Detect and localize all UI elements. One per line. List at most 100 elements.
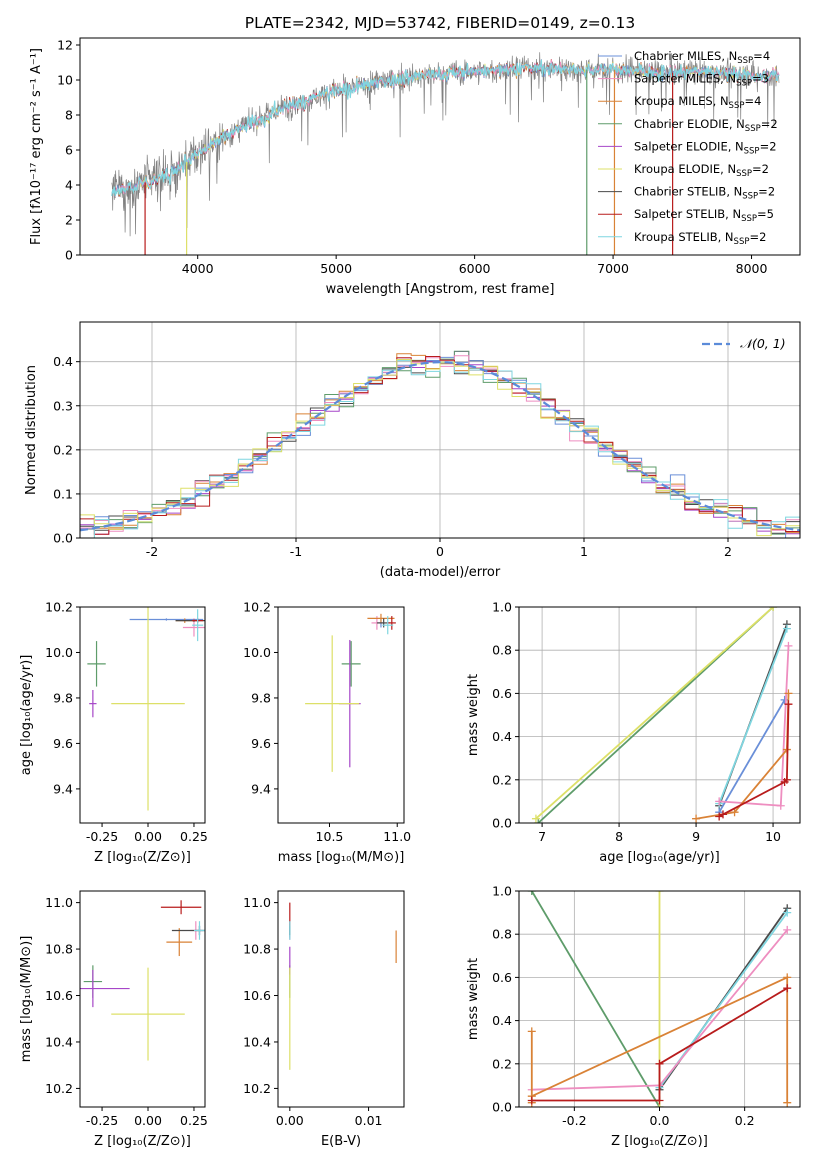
residual-histogram: 𝒩(0, 1) -2 -1 0 1 2 0.0 0.1 0.2 0.3 0.4 (data-model…: [24, 321, 801, 580]
weight-marker: [527, 1027, 536, 1036]
y-tick-label: 10.2: [243, 1081, 271, 1096]
legend-count: 2: [768, 185, 775, 199]
metallicity-weight-plot: -0.2 0.0 0.2 0.0 0.2 0.4 0.6 0.8 1.0 Z [log₁₀(Z/Z…: [466, 884, 801, 1149]
legend-label: Salpeter STELIB, NSSP=5: [634, 207, 774, 224]
legend-equals: =: [757, 207, 767, 221]
y-tick-label: 9.8: [53, 690, 73, 705]
legend: 𝒩(0, 1): [702, 336, 786, 351]
x-tick-label: -0.25: [86, 829, 118, 844]
x-tick-label: 0.25: [180, 1113, 208, 1128]
y-tick-label: 10.8: [45, 942, 73, 957]
legend-subscript: SSP: [741, 214, 757, 224]
y-axis-label: mass [log₁₀(M/M⊙)]: [19, 936, 34, 1063]
x-tick-label: 2: [724, 544, 732, 559]
legend-model-name: Salpeter STELIB, N: [634, 207, 741, 221]
y-tick-label: 10.4: [45, 1034, 73, 1049]
y-axis-label: Flux [fλ10⁻¹⁷ erg cm⁻² s⁻¹ A⁻¹]: [29, 48, 44, 245]
legend-equals: =: [752, 72, 762, 86]
weight-marker: [783, 973, 792, 982]
y-axis-label: mass weight: [466, 958, 481, 1040]
y-tick-label: 0.0: [492, 816, 512, 831]
weight-marker: [784, 641, 793, 650]
legend-label: Chabrier ELODIE, NSSP=2: [634, 117, 778, 134]
y-tick-label: 10.2: [243, 600, 271, 615]
legend-model-name: Kroupa ELODIE, N: [634, 162, 736, 176]
plot-area: [80, 350, 800, 538]
legend-count: 5: [767, 207, 774, 221]
weight-marker: [534, 819, 543, 823]
plot-area: [87, 607, 205, 811]
legend-label: Salpeter MILES, NSSP=3: [634, 72, 769, 89]
x-tick-label: -2: [146, 544, 158, 559]
y-tick-label: 8: [65, 108, 73, 123]
y-axis-label: age [log₁₀(age/yr)]: [19, 655, 34, 776]
x-axis-label: Z [log₁₀(Z/Z⊙)]: [94, 1134, 191, 1149]
weight-marker: [780, 695, 789, 704]
x-axis-label: mass [log₁₀(M/M⊙)]: [278, 850, 405, 865]
legend-count: 4: [754, 94, 761, 108]
y-tick-label: 10.6: [243, 988, 271, 1003]
y-tick-label: 10.2: [45, 1081, 73, 1096]
legend-equals: =: [744, 94, 754, 108]
x-tick-label: -1: [290, 544, 302, 559]
plot-area: [111, 52, 780, 255]
y-tick-label: 0.4: [53, 354, 73, 369]
legend-label: Kroupa STELIB, NSSP=2: [634, 230, 766, 247]
weight-marker: [776, 801, 785, 810]
axes-frame: [79, 890, 206, 1108]
legend-equals: =: [752, 162, 762, 176]
y-tick-label: 10.2: [45, 600, 73, 615]
x-axis-label: E(B-V): [321, 1134, 361, 1149]
y-tick-label: 10.0: [243, 645, 271, 660]
y-tick-label: 0.2: [53, 442, 73, 457]
plot-area: [80, 900, 205, 1061]
x-tick-label: 0.00: [134, 829, 162, 844]
weight-marker: [783, 925, 792, 934]
x-axis-label: wavelength [Angstrom, rest frame]: [326, 282, 555, 297]
y-tick-label: 11.0: [243, 895, 271, 910]
legend-subscript: SSP: [736, 79, 752, 89]
legend-subscript: SSP: [736, 169, 752, 179]
weight-marker: [715, 797, 724, 806]
grid: [519, 606, 800, 824]
weight-marker: [730, 808, 739, 817]
y-tick-label: 1.0: [492, 884, 512, 899]
y-tick-label: 0.0: [53, 531, 73, 546]
legend-subscript: SSP: [742, 192, 758, 202]
y-tick-label: 0.4: [492, 1013, 512, 1028]
y-tick-label: 10.4: [243, 1034, 271, 1049]
y-tick-label: 1.0: [492, 600, 512, 615]
weight-marker: [784, 689, 793, 698]
axes-frame: [277, 606, 405, 824]
y-tick-label: 0.8: [492, 927, 512, 942]
metallicity-age-plot: -0.25 0.00 0.25 9.4 9.6 9.8 10.0 10.2 Z [log₁₀(Z…: [19, 600, 208, 866]
axes-frame: [79, 606, 206, 824]
x-tick-label: 0.00: [276, 1113, 304, 1128]
legend-label: Kroupa MILES, NSSP=4: [634, 94, 761, 111]
y-tick-label: 10.8: [243, 942, 271, 957]
mass-age-plot: 10.5 11.0 9.4 9.6 9.8 10.0 10.2 mass [log₁₀(M/M…: [243, 600, 411, 866]
x-axis-label: (data-model)/error: [380, 565, 501, 580]
legend-subscript: SSP: [745, 124, 761, 134]
legend-count: 3: [762, 72, 769, 86]
x-tick-label: 10: [765, 829, 781, 844]
x-tick-label: 10.5: [316, 829, 344, 844]
plot-area: [527, 891, 792, 1107]
y-tick-label: 0: [65, 248, 73, 263]
plot-area: [305, 613, 396, 772]
y-tick-label: 0.6: [492, 970, 512, 985]
y-tick-label: 9.4: [251, 781, 271, 796]
legend-model-name: Salpeter MILES, N: [634, 72, 736, 86]
weight-line: [718, 628, 788, 804]
y-tick-label: 4: [65, 178, 73, 193]
weight-marker: [782, 775, 791, 784]
x-tick-label: 6000: [459, 261, 491, 276]
x-tick-label: 1: [580, 544, 588, 559]
model-spectrum: [111, 59, 780, 197]
y-tick-label: 0.0: [492, 1100, 512, 1115]
x-tick-label: 0.0: [650, 1113, 670, 1128]
weight-marker: [782, 624, 791, 633]
extinction-mass-plot: 0.00 0.01 10.2 10.4 10.6 10.8 11.0 E(B-V): [243, 890, 405, 1149]
